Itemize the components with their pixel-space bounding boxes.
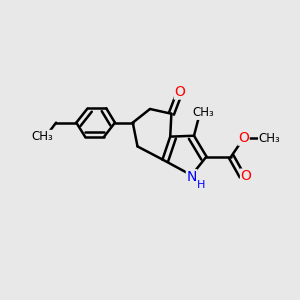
Text: O: O [174,85,185,99]
Text: CH₃: CH₃ [31,130,53,143]
Text: O: O [241,169,251,183]
Text: CH₃: CH₃ [193,106,214,119]
Text: H: H [197,180,206,190]
Text: N: N [186,170,197,184]
Text: O: O [238,131,249,145]
Text: CH₃: CH₃ [259,132,281,145]
